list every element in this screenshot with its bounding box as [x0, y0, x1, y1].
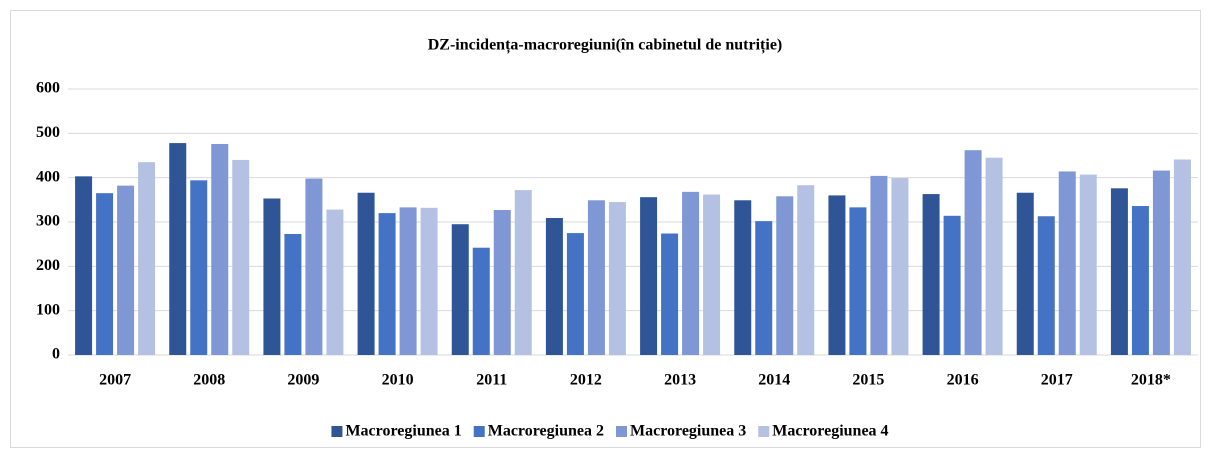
bar — [922, 194, 940, 355]
y-tick-label: 600 — [36, 80, 60, 97]
bar — [190, 180, 208, 355]
bar — [776, 196, 794, 355]
bar — [566, 233, 584, 355]
bar — [587, 200, 605, 355]
bar — [75, 176, 93, 355]
x-tick-label: 2014 — [758, 372, 790, 389]
bar — [263, 198, 281, 355]
legend-marker — [616, 426, 627, 437]
bar — [305, 178, 323, 355]
x-tick-label: 2012 — [570, 372, 602, 389]
legend-marker — [473, 426, 485, 437]
bar — [1037, 216, 1055, 355]
bar — [169, 143, 187, 355]
x-tick-label: 2016 — [947, 372, 979, 389]
bar — [545, 218, 563, 355]
bar — [420, 207, 438, 355]
x-tick-label: 2007 — [99, 372, 131, 389]
bar — [357, 192, 375, 355]
y-tick-label: 0 — [52, 346, 60, 363]
y-tick-label: 400 — [36, 168, 60, 185]
bar — [661, 233, 679, 355]
x-tick-label: 2010 — [382, 372, 414, 389]
bar — [828, 195, 846, 355]
bar — [284, 233, 302, 355]
bar — [211, 143, 229, 355]
legend-label: Macroregiunea 1 — [345, 423, 461, 440]
bar — [797, 185, 815, 355]
bar — [943, 215, 961, 355]
bar — [399, 207, 417, 355]
bar — [117, 185, 135, 355]
legend-label: Macroregiunea 4 — [772, 423, 888, 440]
bar — [96, 193, 114, 355]
legend-marker — [331, 426, 343, 437]
bar — [985, 157, 1003, 355]
bar — [1079, 174, 1097, 355]
bar — [734, 200, 752, 355]
chart-title: DZ-incidența-macroregiuni(în cabinetul d… — [428, 37, 783, 55]
legend-label: Macroregiunea 2 — [488, 423, 604, 440]
x-tick-label: 2015 — [852, 372, 884, 389]
bar — [472, 247, 490, 355]
legend-marker — [758, 426, 770, 437]
bar — [682, 191, 700, 355]
bar — [1016, 192, 1034, 355]
bar — [755, 221, 773, 355]
bar — [1173, 159, 1191, 355]
x-tick-label: 2008 — [193, 372, 225, 389]
bar — [1131, 206, 1149, 355]
bar — [378, 213, 396, 355]
bar — [870, 175, 888, 355]
bar — [640, 197, 658, 355]
bar — [849, 207, 867, 355]
x-tick-label: 2017 — [1041, 372, 1073, 389]
bar — [493, 210, 511, 355]
bar — [514, 190, 532, 355]
bar — [326, 209, 344, 355]
y-tick-label: 200 — [36, 257, 60, 274]
x-tick-label: 2011 — [476, 372, 507, 389]
bar — [1152, 170, 1170, 355]
bar — [703, 194, 721, 355]
bar — [608, 202, 626, 355]
x-tick-label: 2009 — [287, 372, 319, 389]
bar — [138, 162, 156, 355]
y-tick-label: 100 — [36, 301, 60, 318]
legend-label: Macroregiunea 3 — [630, 423, 746, 440]
bar — [964, 150, 982, 355]
bar — [232, 159, 250, 355]
bar — [1110, 188, 1128, 355]
y-tick-label: 500 — [36, 124, 60, 141]
bar — [891, 178, 909, 355]
bar — [451, 224, 469, 355]
bar — [1058, 171, 1076, 355]
x-tick-label: 2013 — [664, 372, 696, 389]
y-tick-label: 300 — [36, 213, 60, 230]
x-tick-label: 2018* — [1131, 372, 1171, 389]
